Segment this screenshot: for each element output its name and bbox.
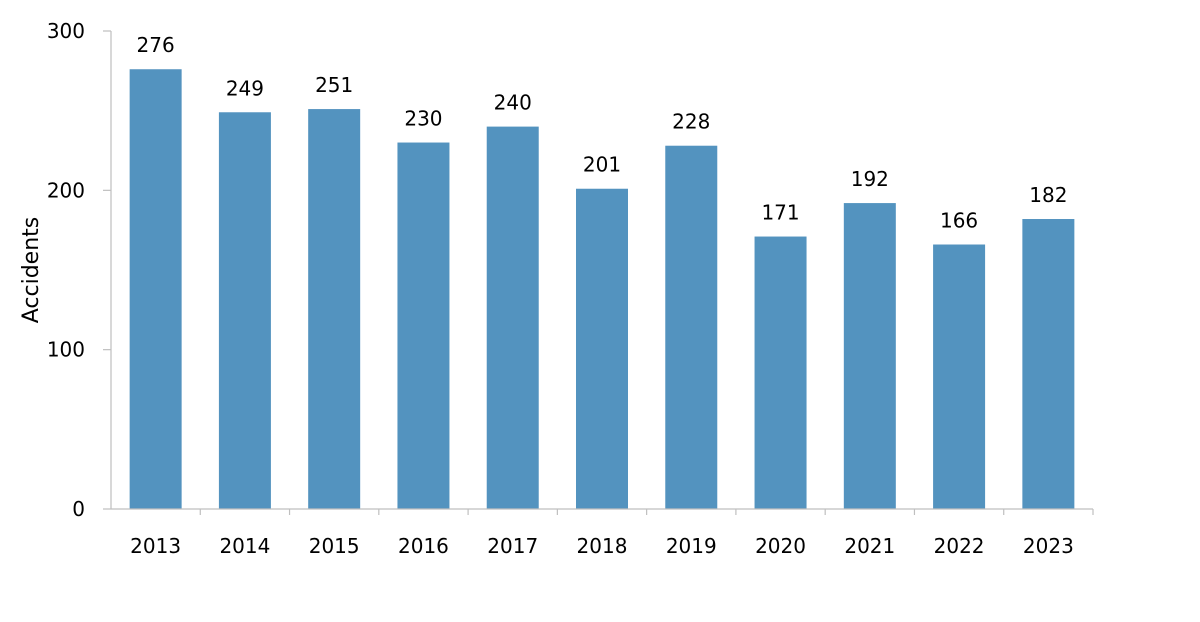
x-axis: 2013 2014 2015 2016 2017 2018 2019 2020 2021 2022… [130, 509, 1094, 558]
data-label-2018: 201 [583, 153, 621, 177]
bar-2018 [576, 188, 628, 510]
data-label-2023: 182 [1029, 183, 1067, 207]
bar-2015 [308, 109, 361, 509]
bar-2021 [843, 203, 896, 509]
x-tick-label-2022: 2022 [934, 534, 985, 558]
bar-2014 [218, 112, 271, 509]
y-tick-label: 300 [47, 19, 85, 43]
x-tick-label-2019: 2019 [666, 534, 717, 558]
bars [129, 69, 1075, 510]
data-label-2022: 166 [940, 209, 978, 233]
x-tick-label-2023: 2023 [1023, 534, 1074, 558]
x-tick-label-2021: 2021 [844, 534, 895, 558]
data-label-2015: 251 [315, 73, 353, 97]
data-label-2014: 249 [226, 76, 264, 100]
data-label-2021: 192 [851, 167, 889, 191]
data-label-2016: 230 [404, 107, 442, 131]
y-tick-label: 0 [72, 497, 85, 521]
y-axis-title: Accidents [19, 217, 44, 324]
x-tick-label-2018: 2018 [577, 534, 628, 558]
bar-2016 [397, 142, 450, 510]
y-tick-label: 100 [47, 338, 85, 362]
y-axis: 0 100 200 300 [47, 19, 111, 521]
x-tick-label-2016: 2016 [398, 534, 449, 558]
data-label-2013: 276 [137, 33, 175, 57]
bar-2013 [129, 69, 182, 510]
bar-2017 [486, 126, 539, 509]
x-tick-label-2013: 2013 [130, 534, 181, 558]
data-label-2019: 228 [672, 110, 710, 134]
y-tick-label: 200 [47, 178, 85, 202]
x-tick-label-2014: 2014 [219, 534, 270, 558]
data-label-2017: 240 [494, 91, 532, 115]
bar-2023 [1022, 219, 1075, 509]
bar-2022 [933, 244, 986, 510]
x-tick-label-2020: 2020 [755, 534, 806, 558]
data-label-2020: 171 [761, 201, 799, 225]
x-tick-label-2015: 2015 [309, 534, 360, 558]
x-tick-label-2017: 2017 [487, 534, 538, 558]
data-labels: 276 249 251 230 240 201 228 171 192 166 182 [137, 33, 1068, 232]
bar-2019 [665, 145, 718, 509]
bar-2020 [754, 236, 807, 510]
